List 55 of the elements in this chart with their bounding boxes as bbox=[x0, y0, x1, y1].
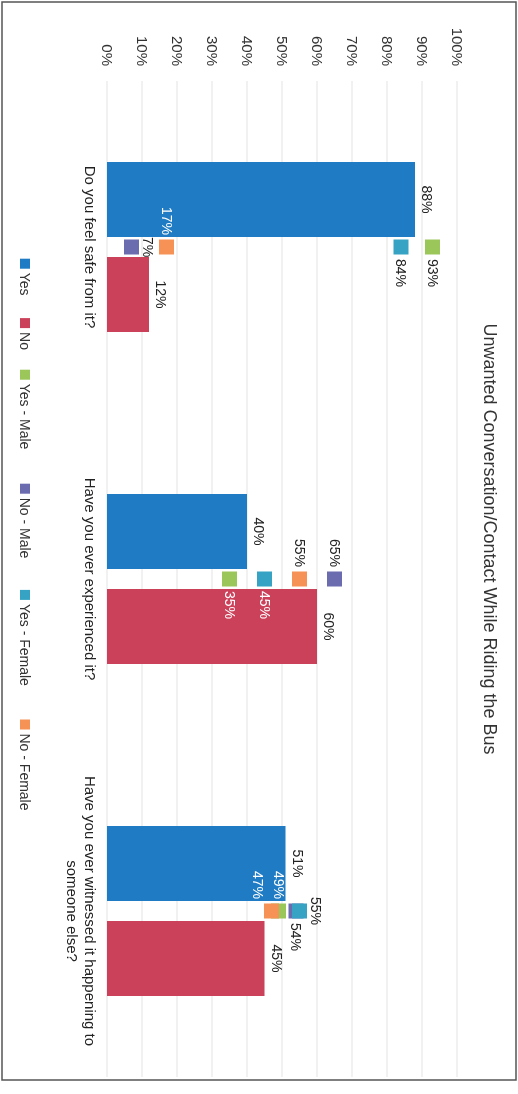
data-label: 35% bbox=[221, 590, 238, 620]
point bbox=[292, 903, 307, 919]
legend-label: No - Male bbox=[17, 497, 34, 559]
data-label: 93% bbox=[424, 258, 441, 288]
point bbox=[222, 571, 237, 587]
x-tick-label: 40% bbox=[238, 35, 256, 66]
bar bbox=[107, 257, 149, 332]
point bbox=[159, 239, 174, 255]
x-tick-label: 20% bbox=[168, 35, 186, 66]
x-tick-label: 10% bbox=[133, 35, 151, 66]
point bbox=[124, 239, 139, 255]
x-tick-label: 100% bbox=[448, 27, 466, 66]
data-label: 54% bbox=[288, 922, 305, 952]
bar bbox=[107, 589, 317, 664]
legend-label: Yes - Female bbox=[17, 603, 34, 687]
data-label: 55% bbox=[291, 538, 308, 568]
bar bbox=[107, 494, 247, 569]
legend-label: Yes - Male bbox=[17, 383, 34, 450]
point bbox=[393, 239, 409, 255]
data-label: 7% bbox=[139, 236, 156, 258]
x-tick-label: 80% bbox=[378, 35, 396, 66]
data-label: 40% bbox=[251, 517, 268, 546]
point bbox=[257, 571, 272, 587]
legend-label: No bbox=[17, 332, 34, 351]
x-tick-label: 90% bbox=[413, 35, 431, 66]
data-label: 49% bbox=[270, 870, 287, 900]
point bbox=[327, 571, 342, 587]
data-label: 84% bbox=[393, 258, 410, 288]
x-tick-label: 50% bbox=[273, 35, 291, 66]
bar bbox=[107, 921, 265, 996]
data-label: 65% bbox=[326, 538, 343, 568]
x-tick-label: 30% bbox=[203, 35, 221, 66]
y-tick-label: Have you ever witnessed it happening to someone else? bbox=[63, 775, 99, 1047]
x-tick-label: 70% bbox=[343, 35, 361, 66]
bar bbox=[107, 826, 286, 901]
data-label: 88% bbox=[419, 185, 436, 214]
x-tick-label: 0% bbox=[98, 44, 116, 66]
data-label: 45% bbox=[268, 944, 285, 973]
legend-label: Yes bbox=[17, 272, 34, 296]
y-tick-label: Have you ever experienced it? bbox=[81, 477, 99, 681]
data-label: 55% bbox=[307, 896, 324, 926]
data-label: 60% bbox=[321, 612, 338, 641]
data-label: 45% bbox=[256, 590, 273, 620]
y-tick-label: Do you feel safe from it? bbox=[81, 165, 99, 329]
data-label: 12% bbox=[153, 280, 170, 309]
point bbox=[264, 903, 279, 919]
point bbox=[292, 571, 307, 587]
data-label: 47% bbox=[249, 870, 266, 900]
x-tick-label: 60% bbox=[308, 35, 326, 66]
legend-label: No - Female bbox=[17, 733, 34, 811]
text: Unwanted Conversation/Contact While Riding the Bus bbox=[479, 323, 500, 755]
bar bbox=[107, 162, 415, 237]
point bbox=[425, 239, 440, 255]
data-label: 17% bbox=[158, 206, 175, 236]
data-label: 51% bbox=[289, 849, 306, 878]
